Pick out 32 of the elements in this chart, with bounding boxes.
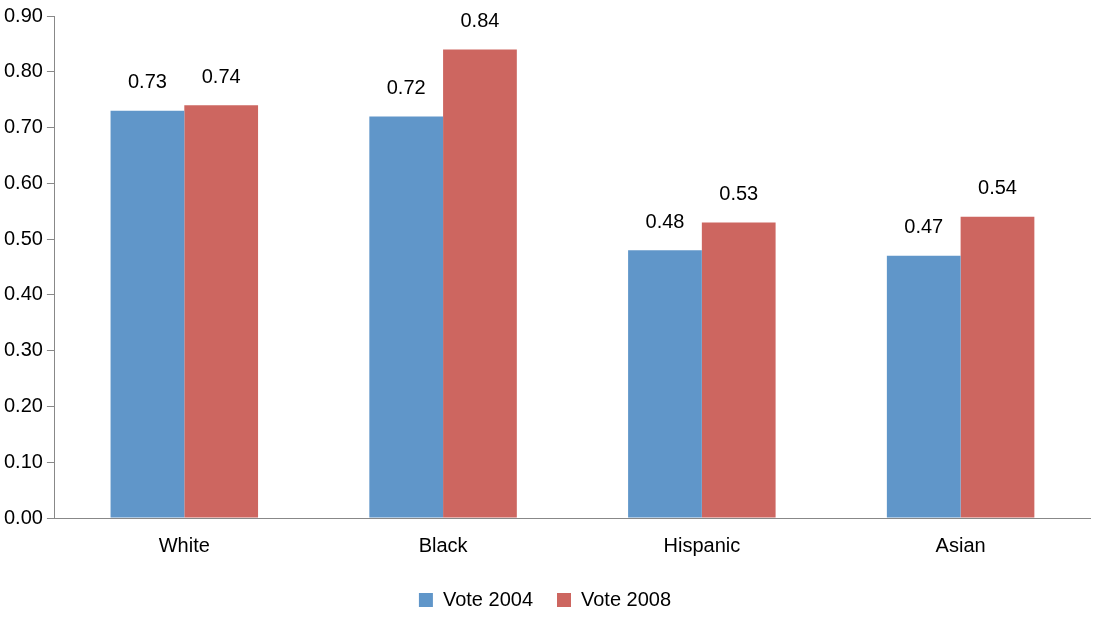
data-label: 0.48 [645, 209, 685, 232]
y-tick-label: 0.90 [3, 3, 43, 26]
y-tick-label: 0.30 [3, 338, 43, 361]
data-label: 0.54 [978, 176, 1017, 199]
y-tick-label: 0.10 [3, 449, 43, 472]
bar [701, 222, 776, 518]
y-tick-label: 0.70 [3, 115, 43, 138]
legend-label: Vote 2004 [442, 587, 534, 610]
bar [184, 105, 259, 518]
bar [443, 49, 517, 518]
data-label: 0.53 [719, 181, 759, 204]
data-label: 0.74 [201, 64, 241, 87]
legend-label: Vote 2008 [581, 587, 672, 610]
bar [110, 110, 185, 518]
y-tick-label: 0.80 [3, 59, 43, 82]
y-tick-label: 0.50 [3, 226, 43, 249]
x-tick-label: Hispanic [663, 533, 741, 556]
bar [886, 255, 961, 518]
bar [628, 250, 702, 518]
data-label: 0.72 [386, 75, 426, 98]
y-tick-label: 0.40 [3, 282, 43, 305]
y-tick-label: 0.60 [3, 170, 43, 193]
data-label: 0.47 [904, 215, 944, 238]
y-tick-label: 0.20 [3, 393, 43, 416]
y-tick-label: 0.00 [3, 505, 43, 528]
x-tick-label: Asian [935, 533, 986, 556]
data-label: 0.73 [127, 70, 167, 93]
bar [369, 116, 444, 518]
x-tick-label: Black [418, 533, 469, 556]
x-tick-label: White [158, 533, 210, 556]
bar [960, 216, 1035, 518]
data-label: 0.84 [460, 8, 500, 31]
